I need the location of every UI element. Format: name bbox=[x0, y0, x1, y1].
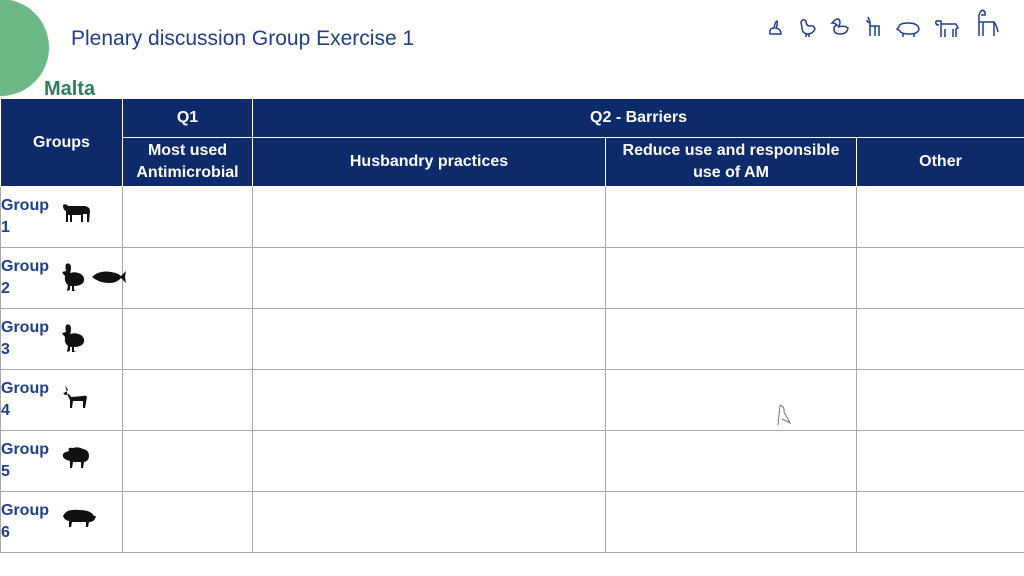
cow-icon bbox=[935, 20, 960, 37]
goat-icon bbox=[61, 384, 89, 415]
pig-icon bbox=[896, 22, 920, 37]
group-number: 4 bbox=[1, 402, 10, 419]
reduce-use-cell[interactable] bbox=[605, 247, 857, 309]
group-cell: Group 1 bbox=[0, 186, 123, 248]
header-animal-icons bbox=[766, 8, 1000, 38]
pig-icon bbox=[61, 506, 97, 533]
group-label-text: Group bbox=[1, 197, 49, 214]
group-label-text: Group bbox=[1, 319, 49, 336]
group-animals bbox=[61, 323, 87, 358]
country-label: Malta bbox=[44, 78, 96, 100]
most-used-antimicrobial-cell[interactable] bbox=[122, 430, 253, 492]
most-used-antimicrobial-cell[interactable] bbox=[122, 491, 253, 553]
husbandry-practices-cell[interactable] bbox=[252, 369, 606, 431]
barriers-table: Groups Q1 Q2 - Barriers Most used Antimi… bbox=[0, 98, 1024, 553]
group-number: 2 bbox=[1, 280, 10, 297]
group-label: Group 5 bbox=[1, 439, 57, 483]
other-cell[interactable] bbox=[856, 186, 1024, 248]
other-cell[interactable] bbox=[856, 369, 1024, 431]
group-label: Group 6 bbox=[1, 500, 57, 544]
group-animals bbox=[61, 384, 89, 415]
other-cell[interactable] bbox=[856, 491, 1024, 553]
husbandry-practices-cell[interactable] bbox=[252, 247, 606, 309]
group-label: Group 2 bbox=[1, 256, 57, 300]
table-row: Group 1 bbox=[0, 186, 1024, 248]
reduce-use-header: Reduce use and responsible use of AM bbox=[605, 137, 857, 187]
decorative-circle bbox=[0, 0, 49, 96]
group-cell: Group 6 bbox=[0, 491, 123, 553]
group-label: Group 1 bbox=[1, 195, 57, 239]
husbandry-practices-cell[interactable] bbox=[252, 491, 606, 553]
chicken-icon bbox=[61, 262, 87, 297]
most-used-antimicrobial-cell[interactable] bbox=[122, 369, 253, 431]
q1-header: Q1 bbox=[122, 98, 253, 138]
husbandry-practices-cell[interactable] bbox=[252, 308, 606, 370]
groups-header: Groups bbox=[0, 98, 123, 187]
other-header: Other bbox=[856, 137, 1024, 187]
other-cell[interactable] bbox=[856, 308, 1024, 370]
group-animals bbox=[61, 201, 93, 228]
other-cell[interactable] bbox=[856, 247, 1024, 309]
group-number: 3 bbox=[1, 341, 10, 358]
rabbit-icon bbox=[769, 19, 782, 35]
cow-icon bbox=[61, 201, 93, 228]
most-used-antimicrobial-header: Most used Antimicrobial bbox=[122, 137, 253, 187]
reduce-use-cell[interactable] bbox=[605, 491, 857, 553]
chicken-icon bbox=[800, 18, 816, 37]
duck-icon bbox=[830, 18, 849, 35]
group-label-text: Group bbox=[1, 380, 49, 397]
reduce-use-cell[interactable] bbox=[605, 369, 857, 431]
group-number: 6 bbox=[1, 524, 10, 541]
reduce-use-cell[interactable] bbox=[605, 308, 857, 370]
cursor-icon bbox=[777, 404, 792, 426]
table-row: Group 4 bbox=[0, 369, 1024, 431]
table-row: Group 6 bbox=[0, 491, 1024, 553]
husbandry-practices-header: Husbandry practices bbox=[252, 137, 606, 187]
group-cell: Group 5 bbox=[0, 430, 123, 492]
group-label-text: Group bbox=[1, 258, 49, 275]
group-animals bbox=[61, 262, 127, 297]
group-label: Group 4 bbox=[1, 378, 57, 422]
group-cell: Group 3 bbox=[0, 308, 123, 370]
husbandry-practices-cell[interactable] bbox=[252, 430, 606, 492]
reduce-use-cell[interactable] bbox=[605, 186, 857, 248]
q2-header: Q2 - Barriers bbox=[252, 98, 1024, 138]
group-animals bbox=[61, 506, 97, 533]
husbandry-practices-cell[interactable] bbox=[252, 186, 606, 248]
sheep-icon bbox=[61, 445, 91, 474]
group-label: Group 3 bbox=[1, 317, 57, 361]
fish-icon bbox=[91, 269, 127, 290]
table-row: Group 5 bbox=[0, 430, 1024, 492]
table-row: Group 3 bbox=[0, 308, 1024, 370]
page-title: Plenary discussion Group Exercise 1 bbox=[71, 27, 415, 50]
group-cell: Group 4 bbox=[0, 369, 123, 431]
most-used-antimicrobial-cell[interactable] bbox=[122, 308, 253, 370]
other-cell[interactable] bbox=[856, 430, 1024, 492]
group-animals bbox=[61, 445, 91, 474]
group-number: 1 bbox=[1, 219, 10, 236]
most-used-antimicrobial-cell[interactable] bbox=[122, 247, 253, 309]
table-row: Group 2 bbox=[0, 247, 1024, 309]
group-label-text: Group bbox=[1, 502, 49, 519]
group-label-text: Group bbox=[1, 441, 49, 458]
chicken-icon bbox=[61, 323, 87, 358]
most-used-antimicrobial-cell[interactable] bbox=[122, 186, 253, 248]
reduce-use-cell[interactable] bbox=[605, 430, 857, 492]
goat-icon bbox=[866, 16, 880, 36]
horse-icon bbox=[978, 9, 999, 36]
group-number: 5 bbox=[1, 463, 10, 480]
group-cell: Group 2 bbox=[0, 247, 126, 309]
